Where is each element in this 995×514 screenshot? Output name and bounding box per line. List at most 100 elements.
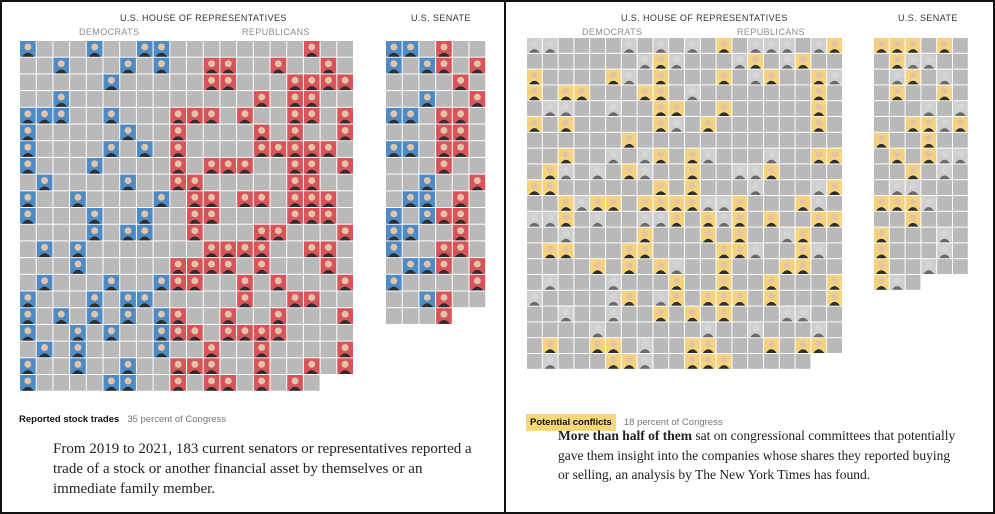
member-cell: [732, 85, 748, 101]
democrat-trader-cell: [386, 107, 402, 124]
member-cell: [270, 208, 287, 224]
conflict-member-cell: [889, 38, 905, 53]
member-cell: [732, 259, 748, 274]
republican-trader-cell: [303, 174, 320, 191]
member-cell: [337, 241, 353, 258]
member-cell: [558, 275, 574, 290]
member-cell: [527, 275, 542, 290]
member-cell: [653, 164, 669, 180]
conflict-member-cell: [889, 148, 905, 164]
member-cell: [811, 132, 827, 148]
member-cell: [637, 117, 653, 132]
member-cell: [36, 91, 53, 107]
member-cell: [748, 354, 763, 369]
conflict-member-cell: [874, 275, 889, 290]
legend: Reported stock trades 35 percent of Cong…: [19, 414, 226, 425]
republican-trader-cell: [253, 375, 270, 391]
democrat-trader-cell: [103, 274, 120, 291]
democrat-trader-cell: [153, 308, 170, 324]
member-cell: [270, 174, 287, 191]
conflict-member-cell: [653, 85, 669, 101]
conflict-member-cell: [827, 38, 842, 53]
republican-trader-cell: [452, 224, 469, 241]
member-cell: [748, 196, 763, 211]
democrat-trader-cell: [20, 291, 36, 308]
member-cell: [905, 148, 921, 164]
conflict-member-cell: [685, 338, 700, 353]
member-cell: [716, 53, 732, 69]
trader-member-cell: [606, 306, 621, 322]
member-cell: [220, 358, 237, 374]
member-cell: [590, 38, 605, 53]
member-cell: [203, 324, 220, 341]
trader-member-cell: [921, 259, 937, 274]
republican-trader-cell: [303, 141, 320, 157]
republican-trader-cell: [452, 141, 469, 157]
member-cell: [779, 164, 795, 180]
member-cell: [303, 258, 320, 274]
republican-trader-cell: [287, 291, 303, 308]
conflict-member-cell: [653, 180, 669, 195]
member-cell: [590, 243, 605, 259]
member-cell: [136, 375, 153, 391]
member-cell: [574, 132, 590, 148]
democrat-trader-cell: [136, 141, 153, 157]
member-cell: [606, 85, 621, 101]
conflict-member-cell: [621, 290, 637, 306]
republican-trader-cell: [237, 291, 253, 308]
member-cell: [320, 157, 337, 174]
trader-member-cell: [637, 53, 653, 69]
member-cell: [527, 338, 542, 353]
member-cell: [452, 57, 469, 74]
member-cell: [905, 132, 921, 148]
member-cell: [953, 259, 968, 274]
member-cell: [590, 275, 605, 290]
member-cell: [827, 338, 842, 353]
member-cell: [827, 53, 842, 69]
republican-trader-cell: [170, 141, 186, 157]
member-cell: [795, 101, 811, 116]
member-cell: [590, 85, 605, 101]
trader-member-cell: [764, 38, 779, 53]
republican-trader-cell: [203, 208, 220, 224]
member-cell: [716, 117, 732, 132]
trader-member-cell: [748, 322, 763, 338]
republican-trader-cell: [187, 174, 203, 191]
trader-member-cell: [779, 38, 795, 53]
republican-trader-cell: [452, 241, 469, 258]
member-cell: [606, 53, 621, 69]
member-cell: [136, 324, 153, 341]
member-cell: [20, 74, 36, 91]
member-cell: [795, 211, 811, 227]
conflict-member-cell: [685, 354, 700, 369]
member-cell: [320, 341, 337, 358]
republican-trader-cell: [253, 358, 270, 374]
republican-trader-cell: [436, 157, 452, 174]
republican-trader-cell: [220, 157, 237, 174]
conflict-member-cell: [795, 243, 811, 259]
republican-trader-cell: [253, 191, 270, 207]
member-cell: [70, 57, 86, 74]
member-cell: [669, 148, 684, 164]
member-cell: [287, 241, 303, 258]
trader-member-cell: [937, 227, 952, 243]
trader-member-cell: [889, 69, 905, 85]
member-cell: [764, 227, 779, 243]
member-cell: [337, 191, 353, 207]
member-cell: [187, 375, 203, 391]
member-cell: [153, 358, 170, 374]
member-cell: [253, 107, 270, 124]
member-cell: [827, 259, 842, 274]
republican-trader-cell: [436, 107, 452, 124]
house-header: U.S. HOUSE OF REPRESENTATIVES: [621, 13, 788, 23]
republican-trader-cell: [320, 258, 337, 274]
conflict-member-cell: [921, 132, 937, 148]
trader-member-cell: [606, 148, 621, 164]
member-cell: [103, 41, 120, 57]
member-cell: [764, 53, 779, 69]
member-cell: [795, 164, 811, 180]
member-cell: [53, 191, 70, 207]
democrat-trader-cell: [103, 375, 120, 391]
member-cell: [621, 211, 637, 227]
member-cell: [953, 69, 968, 85]
